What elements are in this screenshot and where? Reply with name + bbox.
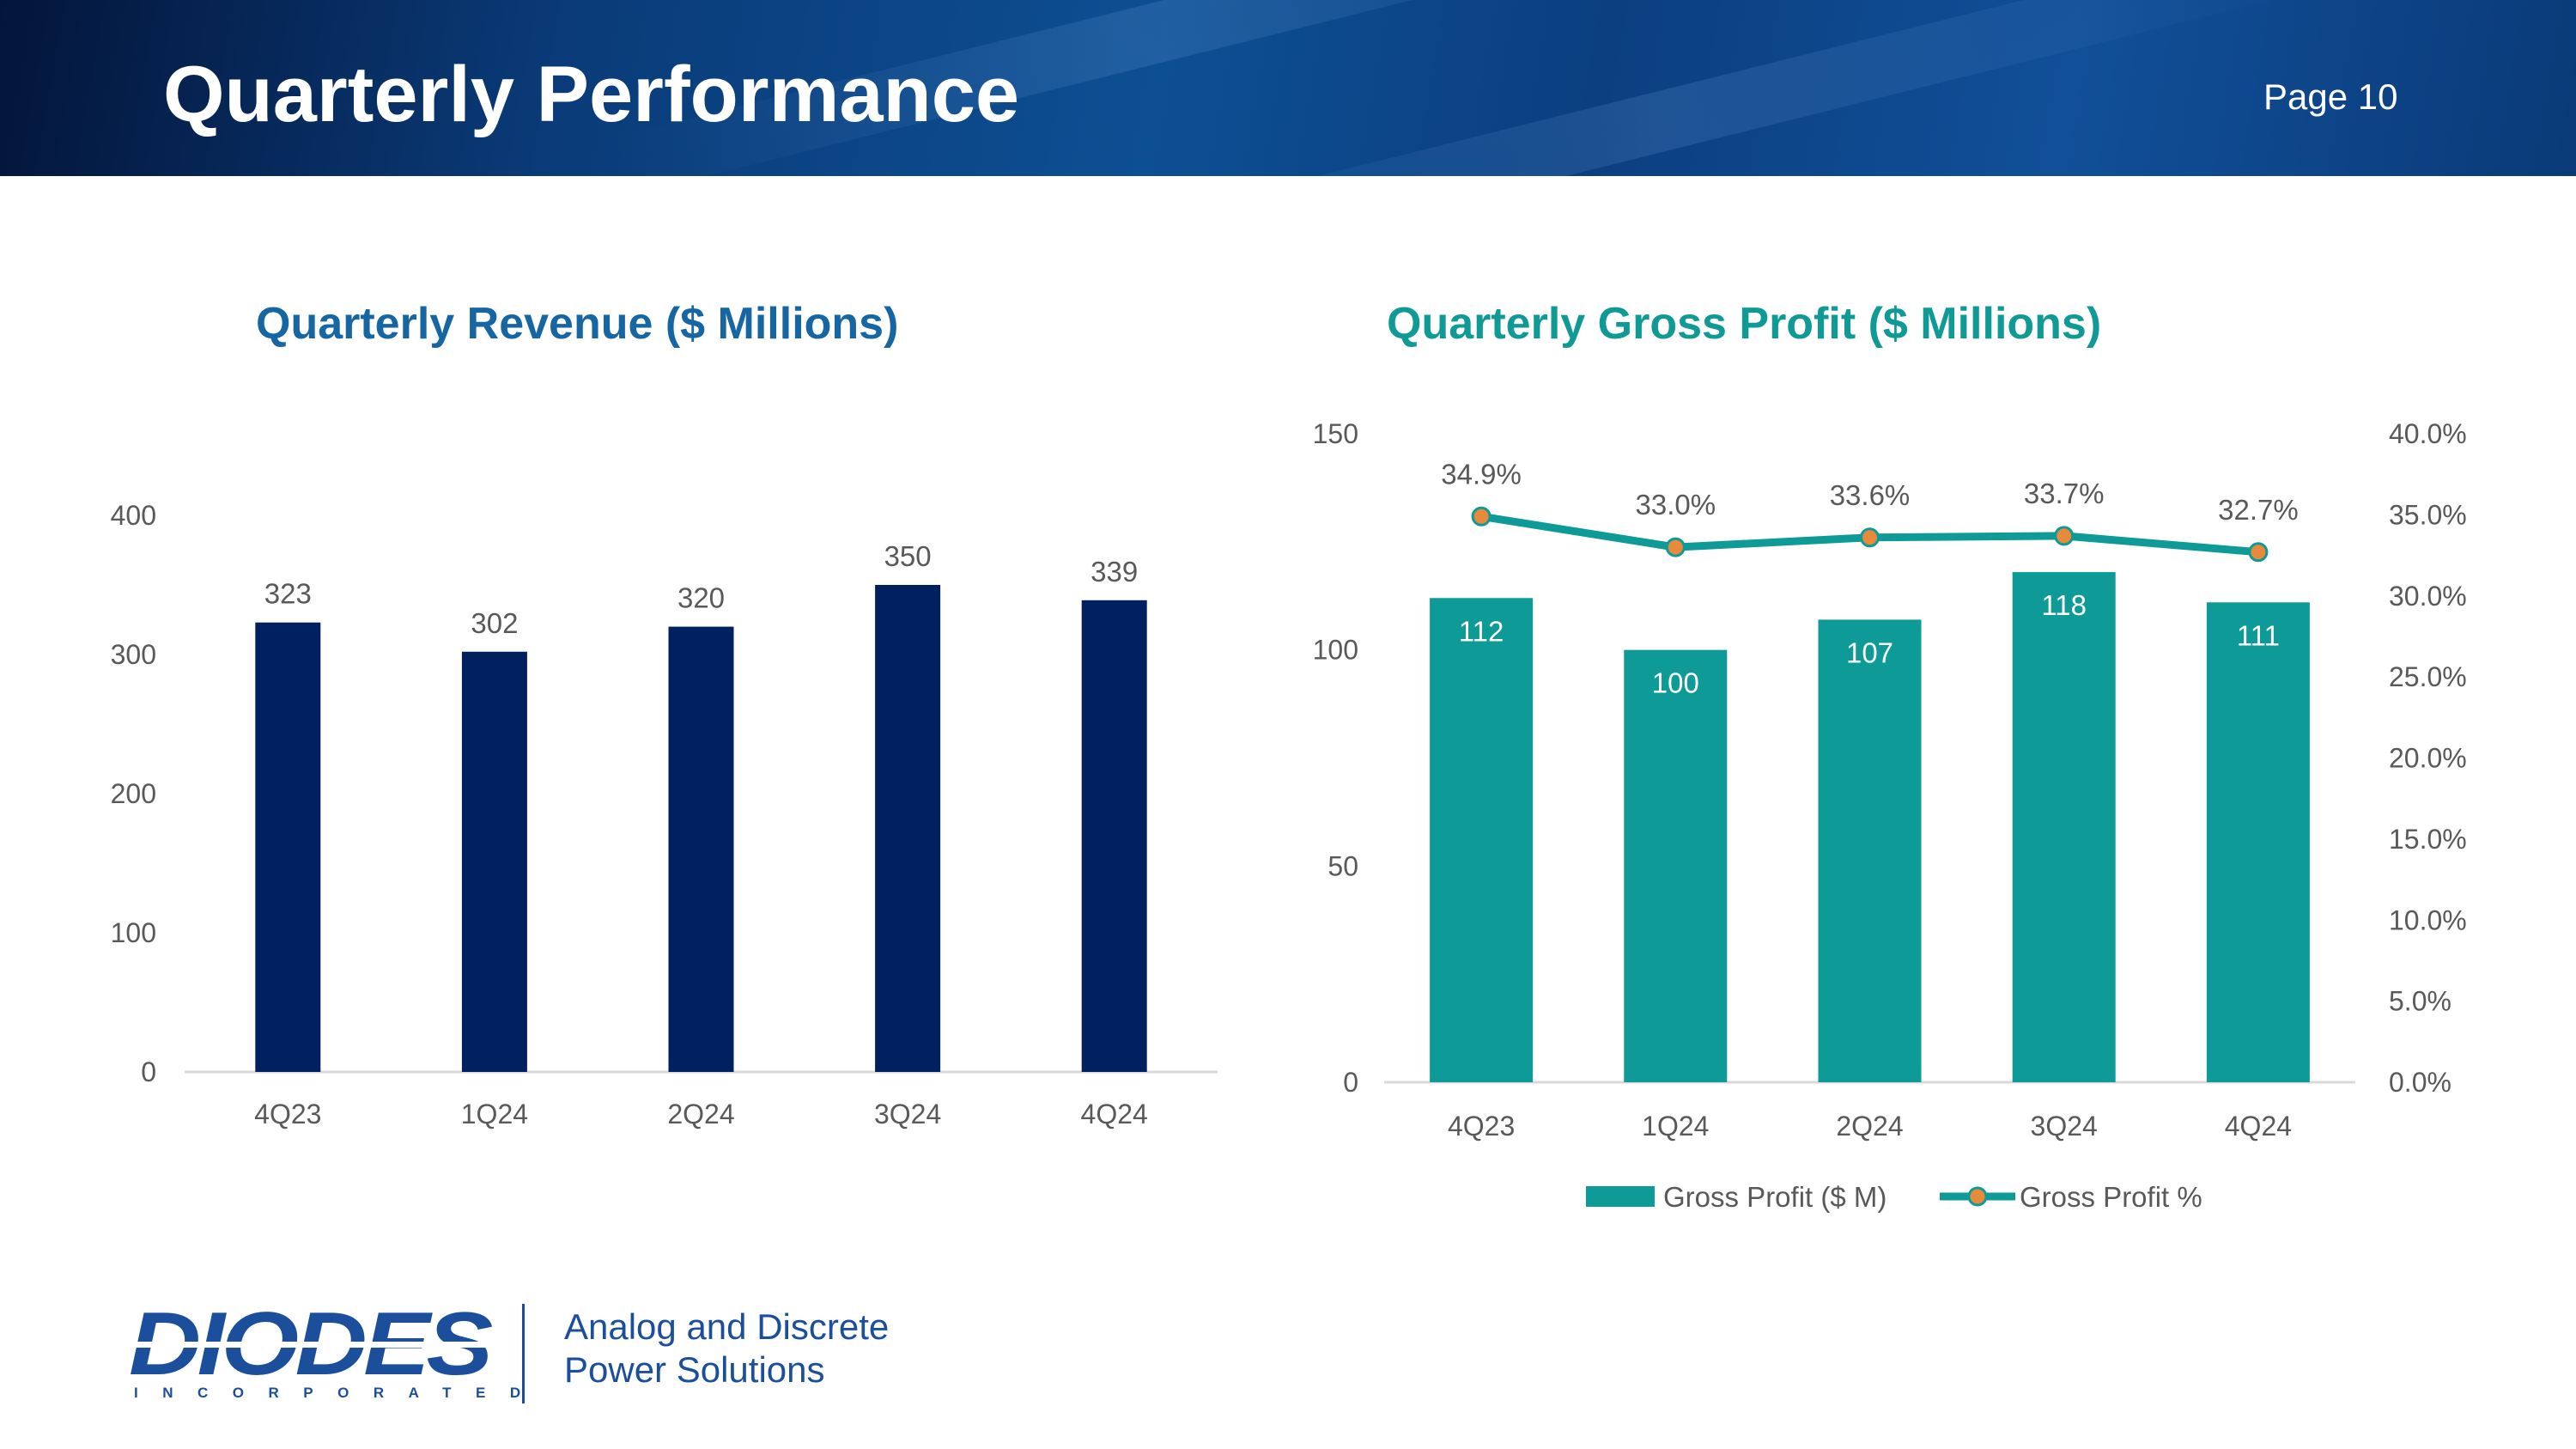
x-tick-label: 3Q24	[2031, 1111, 2098, 1142]
y-tick-label: 400	[111, 500, 156, 531]
gross-profit-value-label: 118	[2041, 589, 2087, 621]
y-tick-label: 150	[1313, 418, 1358, 449]
gross-margin-value-label: 33.6%	[1830, 479, 1911, 511]
gross-margin-value-label: 32.7%	[2218, 494, 2299, 526]
gross-profit-bar	[1624, 649, 1728, 1082]
y-tick-label: 0	[1343, 1067, 1358, 1098]
y2-tick-label: 20.0%	[2389, 743, 2467, 774]
page-number: Page 10	[2263, 76, 2398, 117]
y2-tick-label: 10.0%	[2389, 904, 2467, 935]
x-tick-label: 1Q24	[461, 1099, 528, 1129]
gross-margin-marker	[2248, 542, 2269, 563]
gross-margin-value-label: 34.9%	[1441, 458, 1522, 490]
gross-profit-bar	[2206, 602, 2310, 1082]
revenue-bar	[461, 651, 527, 1072]
company-tagline: Analog and Discrete Power Solutions	[564, 1306, 889, 1391]
y-tick-label: 100	[111, 917, 156, 948]
gross-margin-value-label: 33.0%	[1636, 489, 1716, 521]
x-tick-label: 4Q24	[1081, 1099, 1148, 1129]
gross-margin-marker	[1665, 537, 1686, 557]
slide-title: Quarterly Performance	[163, 51, 1020, 138]
x-tick-label: 2Q24	[1836, 1111, 1903, 1142]
revenue-bar	[668, 626, 734, 1072]
tagline-line-1: Analog and Discrete	[564, 1306, 890, 1347]
revenue-value-label: 339	[1091, 556, 1138, 588]
revenue-value-label: 302	[471, 607, 518, 639]
y-tick-label: 300	[111, 639, 156, 670]
gross-margin-marker	[2054, 526, 2075, 546]
y-tick-label: 200	[111, 778, 156, 809]
gross-profit-bar	[1818, 619, 1922, 1082]
gross-margin-marker	[1471, 506, 1492, 527]
y2-tick-label: 25.0%	[2389, 661, 2467, 692]
gross-profit-value-label: 107	[1846, 636, 1893, 668]
gross-profit-value-label: 112	[1459, 615, 1504, 647]
revenue-bar	[1081, 600, 1147, 1072]
gross-margin-value-label: 33.7%	[2024, 478, 2105, 509]
gross-profit-bar	[1430, 598, 1534, 1082]
revenue-bar	[875, 585, 941, 1072]
gross-profit-bar	[2012, 572, 2116, 1082]
gross-profit-chart-title: Quarterly Gross Profit ($ Millions)	[1387, 299, 2102, 349]
y-tick-label: 0	[141, 1056, 156, 1087]
revenue-value-label: 350	[884, 540, 932, 572]
revenue-value-label: 323	[264, 578, 312, 610]
header-banner: Quarterly Performance Page 10	[0, 0, 2576, 176]
y-tick-label: 50	[1327, 850, 1358, 881]
x-tick-label: 1Q24	[1642, 1111, 1709, 1142]
legend-label-gross-margin: Gross Profit %	[2020, 1181, 2202, 1213]
tagline-line-2: Power Solutions	[564, 1349, 825, 1390]
revenue-value-label: 320	[677, 582, 725, 614]
x-tick-label: 4Q23	[254, 1099, 321, 1129]
y2-tick-label: 15.0%	[2389, 824, 2467, 855]
legend-label-gross-profit: Gross Profit ($ M)	[1663, 1181, 1886, 1213]
legend-swatch-gross-margin-marker	[1967, 1186, 1988, 1207]
logo-divider	[522, 1304, 525, 1403]
revenue-bar	[255, 622, 321, 1072]
logo-wordmark: DIODES	[129, 1300, 533, 1389]
gross-profit-value-label: 100	[1652, 667, 1699, 699]
gross-margin-marker	[1860, 527, 1880, 548]
logo-subtext: INCORPORATED	[134, 1385, 545, 1401]
y2-tick-label: 0.0%	[2389, 1067, 2451, 1098]
legend-swatch-gross-profit	[1586, 1186, 1655, 1207]
revenue-chart-title: Quarterly Revenue ($ Millions)	[256, 299, 899, 349]
x-tick-label: 4Q23	[1448, 1111, 1515, 1142]
y2-tick-label: 5.0%	[2389, 986, 2451, 1017]
x-tick-label: 2Q24	[667, 1099, 734, 1129]
y2-tick-label: 35.0%	[2389, 499, 2467, 530]
y2-tick-label: 40.0%	[2389, 418, 2467, 449]
y-tick-label: 100	[1313, 635, 1358, 666]
x-tick-label: 4Q24	[2225, 1111, 2292, 1142]
gross-profit-value-label: 111	[2237, 619, 2280, 651]
x-tick-label: 3Q24	[874, 1099, 941, 1129]
y2-tick-label: 30.0%	[2389, 581, 2467, 612]
